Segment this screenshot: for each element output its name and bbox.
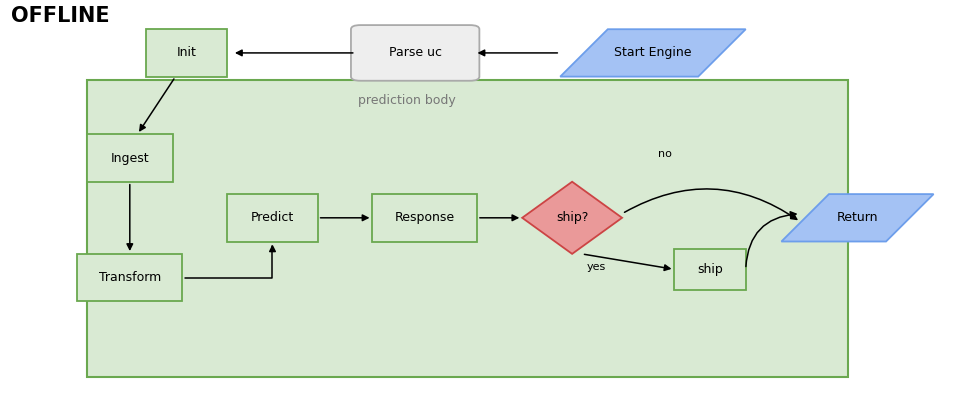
Text: ship: ship xyxy=(697,263,722,276)
Text: Ingest: Ingest xyxy=(111,151,149,164)
Text: no: no xyxy=(658,149,671,159)
FancyBboxPatch shape xyxy=(87,80,847,376)
Text: Predict: Predict xyxy=(251,211,294,224)
FancyBboxPatch shape xyxy=(147,29,227,77)
FancyBboxPatch shape xyxy=(227,194,317,242)
FancyBboxPatch shape xyxy=(674,249,745,290)
Text: Start Engine: Start Engine xyxy=(614,46,691,59)
Text: yes: yes xyxy=(586,262,605,272)
Polygon shape xyxy=(781,194,933,242)
Text: Parse uc: Parse uc xyxy=(388,46,441,59)
Text: ship?: ship? xyxy=(556,211,588,224)
Text: prediction body: prediction body xyxy=(357,94,455,107)
Text: Return: Return xyxy=(836,211,878,224)
FancyBboxPatch shape xyxy=(77,254,182,301)
Polygon shape xyxy=(521,182,621,254)
Text: OFFLINE: OFFLINE xyxy=(10,5,110,25)
FancyBboxPatch shape xyxy=(372,194,476,242)
Text: Transform: Transform xyxy=(98,271,161,284)
Polygon shape xyxy=(559,29,745,77)
Text: Init: Init xyxy=(176,46,196,59)
FancyBboxPatch shape xyxy=(351,25,478,81)
FancyBboxPatch shape xyxy=(87,134,172,182)
Text: Response: Response xyxy=(395,211,455,224)
